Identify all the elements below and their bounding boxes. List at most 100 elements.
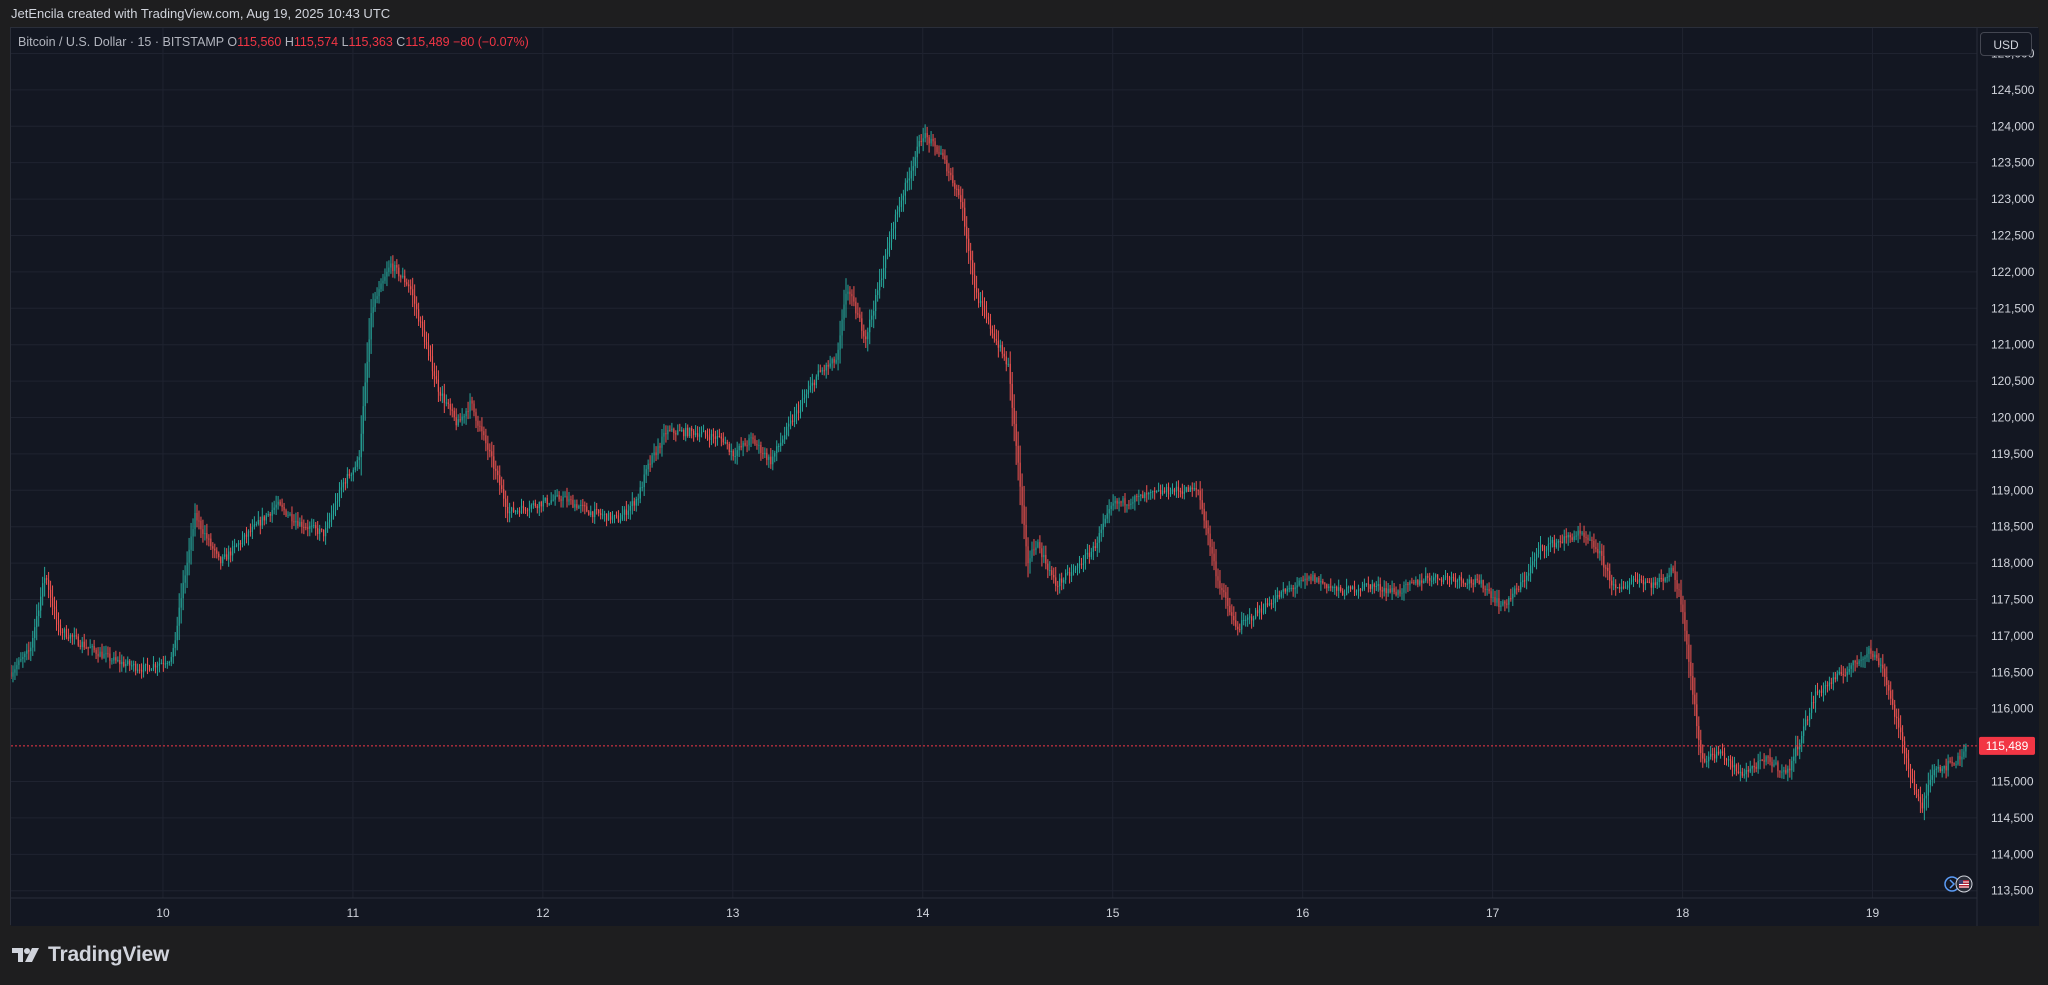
candle-body	[1733, 764, 1736, 768]
candle-body	[1575, 535, 1577, 537]
candle-body	[1957, 756, 1959, 765]
candle-body	[457, 419, 459, 426]
candle-body	[1573, 536, 1575, 540]
currency-selector[interactable]: USD	[1980, 32, 2032, 56]
candle-body	[1682, 604, 1684, 613]
candle-body	[1148, 493, 1150, 495]
candle-body	[1557, 541, 1559, 543]
candle-body	[548, 503, 550, 505]
candle-body	[1098, 533, 1100, 543]
candle-body	[651, 455, 653, 465]
candle-body	[710, 433, 713, 441]
chart-caption: JetEncila created with TradingView.com, …	[11, 6, 391, 21]
candle-body	[406, 282, 408, 285]
candle-body	[334, 502, 337, 511]
candle-body	[956, 188, 958, 190]
candle-body	[760, 444, 762, 454]
candle-body	[259, 519, 261, 526]
candle-body	[210, 538, 212, 547]
candle-body	[1294, 587, 1296, 590]
candle-body	[1674, 571, 1676, 581]
candle-body	[103, 653, 105, 658]
candle-body	[730, 450, 732, 452]
candle-body	[1793, 756, 1795, 761]
candle-body	[770, 456, 772, 465]
candle-body	[1755, 766, 1757, 769]
candle-body	[1195, 488, 1197, 490]
candle-body	[1717, 751, 1720, 754]
candle-body	[867, 332, 869, 340]
candle-body	[1915, 789, 1918, 795]
candle-body	[1769, 756, 1771, 762]
candle-body	[1029, 558, 1031, 563]
candle-body	[681, 430, 683, 432]
candle-body	[1518, 588, 1520, 590]
candle-body	[1411, 582, 1413, 584]
candle-body	[1927, 784, 1929, 796]
candle-body	[1591, 539, 1593, 541]
candle-body	[109, 653, 111, 661]
candle-body	[1233, 615, 1235, 621]
candle-body	[388, 267, 390, 272]
candle-body	[795, 410, 798, 415]
candle-body	[1810, 702, 1813, 713]
candle-body	[301, 521, 303, 527]
candle-body	[882, 268, 885, 279]
candle-body	[1628, 582, 1631, 586]
candle-body	[1898, 718, 1900, 728]
candle-body	[1442, 577, 1445, 583]
candle-body	[1587, 537, 1589, 540]
candle-body	[1779, 771, 1781, 773]
candle-body	[1630, 579, 1633, 583]
candle-body	[1268, 603, 1271, 606]
candle-body	[465, 411, 467, 417]
candle-body	[1771, 761, 1773, 767]
candle-body	[617, 515, 620, 522]
candle-body	[1466, 583, 1468, 585]
candle-body	[1086, 552, 1088, 555]
candle-body	[85, 647, 87, 649]
candle-body	[239, 543, 242, 545]
candle-body	[1189, 487, 1191, 492]
candle-body	[1504, 601, 1506, 604]
candlestick-chart[interactable]: 125,000124,500124,000123,500123,000122,5…	[11, 28, 2039, 926]
candle-body	[639, 487, 641, 499]
candle-body	[983, 305, 986, 311]
candle-body	[1122, 498, 1124, 503]
candle-body	[1142, 494, 1144, 499]
candle-body	[168, 661, 170, 664]
candle-body	[1678, 589, 1680, 591]
events-icon[interactable]	[1940, 874, 1976, 894]
candle-body	[1433, 577, 1435, 581]
candle-body	[1227, 598, 1229, 606]
candle-body	[487, 443, 489, 450]
candle-body	[59, 624, 62, 633]
symbol-legend[interactable]: Bitcoin / U.S. Dollar · 15 · BITSTAMP O1…	[18, 35, 529, 49]
tradingview-logo[interactable]: TradingView	[12, 942, 169, 968]
candle-body	[1953, 763, 1955, 765]
candle-body	[44, 578, 46, 584]
candle-body	[691, 428, 693, 431]
candle-body	[77, 636, 79, 646]
candle-body	[459, 419, 461, 421]
candle-body	[643, 474, 645, 488]
chart-area[interactable]: 125,000124,500124,000123,500123,000122,5…	[10, 27, 2039, 926]
candle-body	[1506, 603, 1508, 605]
candle-body	[172, 647, 174, 657]
candle-body	[574, 504, 576, 508]
candle-body	[625, 509, 627, 515]
open-label: O	[227, 35, 238, 49]
candle-body	[930, 138, 932, 144]
candle-body	[1626, 585, 1629, 588]
candle-body	[1644, 581, 1646, 585]
candle-body	[26, 650, 28, 654]
candle-body	[1037, 542, 1039, 548]
candle-body	[1737, 771, 1739, 773]
candle-body	[1508, 598, 1510, 605]
candle-body	[960, 195, 962, 203]
candle-body	[49, 589, 52, 598]
candle-body	[827, 365, 829, 367]
candle-body	[1225, 592, 1227, 599]
candle-body	[916, 146, 918, 158]
candle-body	[1423, 580, 1425, 583]
